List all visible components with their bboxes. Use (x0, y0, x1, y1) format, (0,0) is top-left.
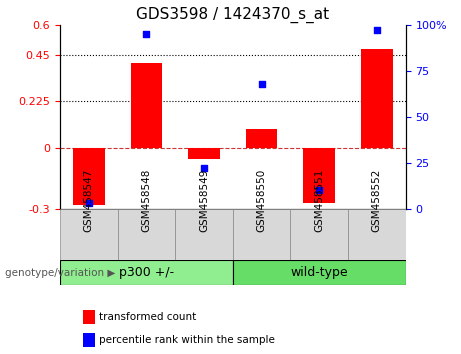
Text: GSM458550: GSM458550 (257, 169, 266, 232)
Text: genotype/variation ▶: genotype/variation ▶ (5, 268, 115, 278)
Bar (73, 148, 105, 205)
Point (142, 31, 150, 37)
Bar (348, 209, 406, 260)
Bar (130, 63, 162, 148)
Bar (290, 209, 348, 260)
Text: percentile rank within the sample: percentile rank within the sample (99, 335, 275, 345)
Text: GSM458549: GSM458549 (199, 169, 209, 232)
Bar (60, 260, 233, 285)
Bar (233, 260, 406, 285)
Text: p300 +/-: p300 +/- (119, 266, 174, 279)
Bar (118, 209, 175, 260)
Bar (361, 49, 393, 148)
Text: transformed count: transformed count (99, 312, 196, 322)
Point (373, 28, 381, 33)
Text: wild-type: wild-type (290, 266, 348, 279)
Bar (175, 209, 233, 260)
Point (200, 166, 207, 171)
Text: GSM458548: GSM458548 (142, 169, 151, 232)
Text: GSM458552: GSM458552 (372, 169, 382, 232)
Bar (233, 209, 290, 260)
Text: GSM458551: GSM458551 (314, 169, 324, 232)
Bar (246, 129, 278, 148)
Text: GSM458547: GSM458547 (84, 169, 94, 232)
Point (258, 81, 266, 86)
Bar (60, 209, 118, 260)
Title: GDS3598 / 1424370_s_at: GDS3598 / 1424370_s_at (136, 7, 329, 23)
Bar (303, 148, 335, 203)
Point (315, 188, 323, 193)
Point (85, 200, 92, 206)
Bar (188, 148, 220, 159)
